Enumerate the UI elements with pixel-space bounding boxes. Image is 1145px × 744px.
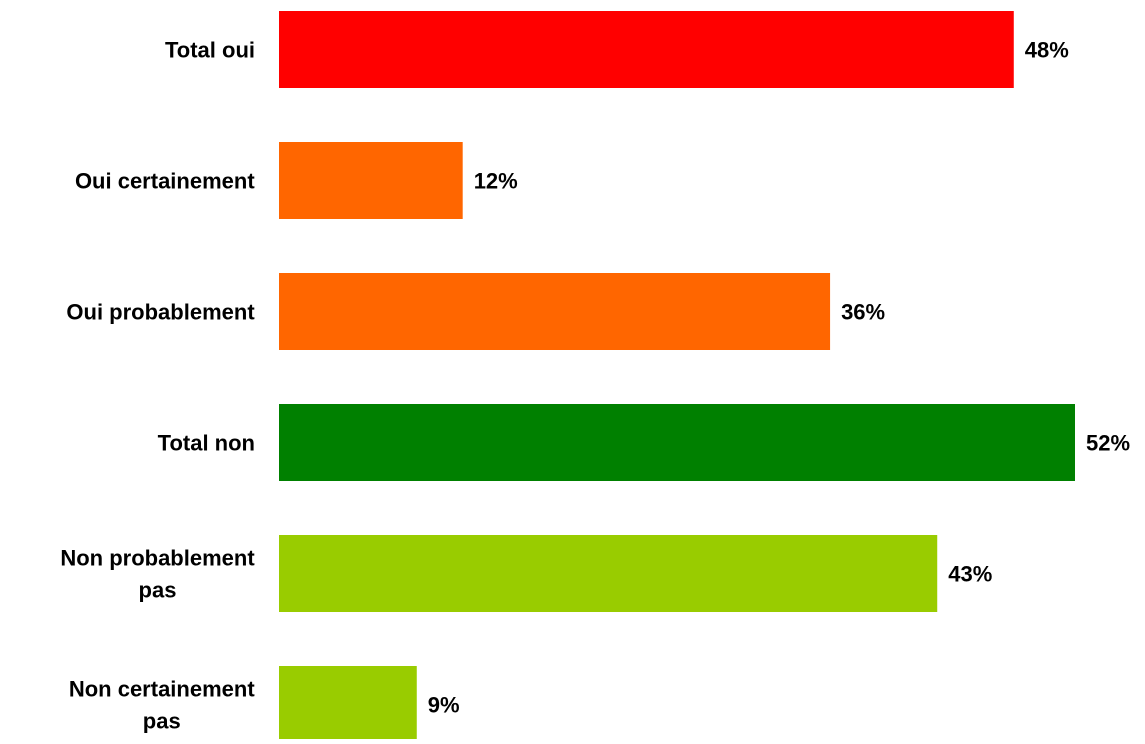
value-label-3: 52% xyxy=(1086,430,1130,455)
bar-5 xyxy=(279,666,417,743)
bar-0 xyxy=(279,11,1014,88)
bar-4 xyxy=(279,535,938,612)
category-label-1: Oui certainement xyxy=(75,168,255,193)
value-label-5: 9% xyxy=(428,692,460,717)
bar-1 xyxy=(279,142,463,219)
category-label-5: Non certainement pas xyxy=(69,676,255,733)
category-label-2: Oui probablement xyxy=(66,299,255,324)
value-label-4: 43% xyxy=(948,561,992,586)
category-label-0: Total oui xyxy=(165,37,255,62)
bar-2 xyxy=(279,273,831,350)
category-label-4: Non probablement pas xyxy=(60,545,255,602)
category-label-3: Total non xyxy=(158,430,255,455)
value-label-0: 48% xyxy=(1025,37,1069,62)
bar-3 xyxy=(279,404,1075,481)
value-label-2: 36% xyxy=(841,299,885,324)
value-label-1: 12% xyxy=(474,168,518,193)
